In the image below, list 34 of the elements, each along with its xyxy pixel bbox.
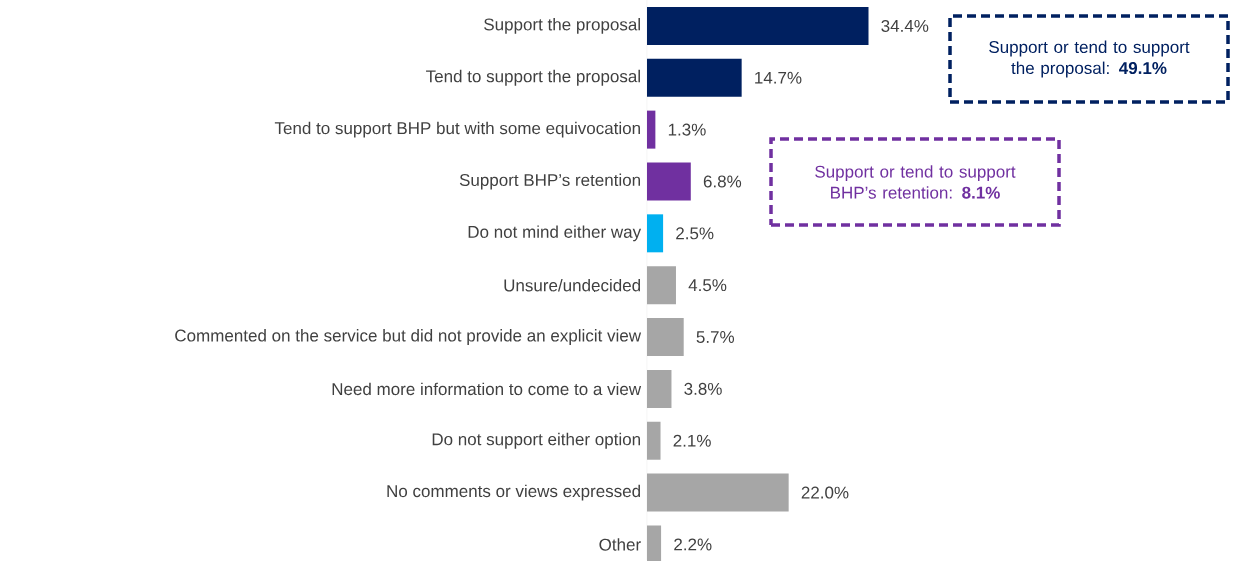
data-label: 6.8%	[703, 175, 742, 188]
annotation: Support or tend to support BHP’s retention: 8.1%	[815, 165, 1016, 199]
y-tick-label: Need more information to come to a view	[332, 382, 642, 396]
data-label: 2.5%	[676, 227, 714, 240]
bar	[647, 214, 664, 253]
bar	[647, 6, 869, 45]
y-tick-label: Do not mind either way	[468, 225, 642, 242]
y-tick-label: Other	[599, 538, 641, 551]
y-tick-label: Tend to support the proposal	[426, 69, 640, 86]
text: Support or tend to support the proposal: 49.1%	[989, 40, 1190, 78]
y-tick-label: Support the proposal	[484, 18, 640, 34]
data-label: 5.7%	[696, 331, 735, 344]
data-label: 34.4%	[881, 19, 929, 32]
data-label: 4.5%	[688, 279, 727, 292]
y-tick-label: Commented on the service but did not provide an explicit view	[175, 329, 642, 345]
bar	[647, 369, 672, 408]
bar	[647, 58, 742, 97]
data-label: 2.2%	[674, 538, 712, 551]
y-tick-label: Support BHP’s retention	[459, 173, 640, 190]
y-tick-label: No comments or views expressed	[387, 484, 640, 501]
data-label: 14.7%	[755, 71, 802, 84]
y-tick-label: Unsure/undecided	[504, 278, 641, 292]
bar	[647, 318, 684, 357]
bar	[647, 473, 789, 512]
bar	[647, 421, 661, 460]
data-label: 22.0%	[801, 486, 849, 499]
bar	[647, 162, 691, 201]
bar	[647, 110, 656, 149]
data-label: 3.8%	[684, 382, 722, 395]
data-label: 1.3%	[668, 123, 706, 136]
data-label: 2.1%	[673, 434, 711, 447]
y-tick-label: Tend to support BHP but with some equivocation	[274, 121, 640, 138]
bar	[647, 266, 676, 305]
y-tick-label: Do not support either option	[432, 432, 640, 449]
